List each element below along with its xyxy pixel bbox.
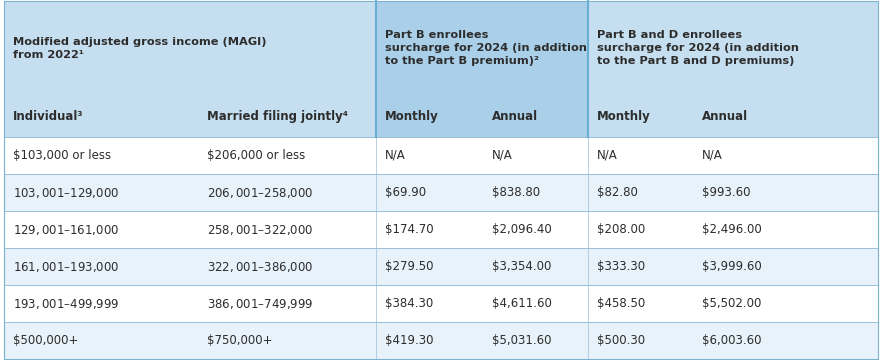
Bar	[4, 248, 878, 285]
Bar	[376, 96, 588, 137]
Text: $750,000+: $750,000+	[207, 334, 273, 347]
Text: N/A: N/A	[385, 149, 406, 162]
Text: N/A: N/A	[492, 149, 513, 162]
Bar	[588, 96, 878, 137]
Text: $838.80: $838.80	[492, 186, 540, 199]
Bar	[4, 137, 878, 174]
Text: $500.30: $500.30	[597, 334, 645, 347]
Text: $206,001–$258,000: $206,001–$258,000	[207, 185, 313, 199]
Text: $82.80: $82.80	[597, 186, 638, 199]
Text: $5,031.60: $5,031.60	[492, 334, 552, 347]
Text: $103,000 or less: $103,000 or less	[13, 149, 112, 162]
Bar	[4, 174, 878, 211]
Text: $3,354.00: $3,354.00	[492, 260, 552, 273]
Text: $4,611.60: $4,611.60	[492, 297, 552, 310]
Bar	[4, 96, 376, 137]
Text: $5,502.00: $5,502.00	[701, 297, 761, 310]
Text: $161,001–$193,000: $161,001–$193,000	[13, 260, 120, 274]
Text: $129,001–$161,000: $129,001–$161,000	[13, 222, 120, 237]
Text: $6,003.60: $6,003.60	[701, 334, 761, 347]
Text: Part B enrollees
surcharge for 2024 (in addition
to the Part B premium)²: Part B enrollees surcharge for 2024 (in …	[385, 31, 587, 66]
Text: $193,001–$499,999: $193,001–$499,999	[13, 297, 120, 311]
Bar	[588, 1, 878, 96]
Text: Monthly: Monthly	[597, 110, 650, 123]
Text: Part B and D enrollees
surcharge for 2024 (in addition
to the Part B and D premi: Part B and D enrollees surcharge for 202…	[597, 31, 799, 66]
Text: N/A: N/A	[701, 149, 722, 162]
Text: $174.70: $174.70	[385, 223, 433, 236]
Text: $458.50: $458.50	[597, 297, 645, 310]
Text: Modified adjusted gross income (MAGI)
from 2022¹: Modified adjusted gross income (MAGI) fr…	[13, 37, 267, 60]
Text: $2,096.40: $2,096.40	[492, 223, 552, 236]
Text: $2,496.00: $2,496.00	[701, 223, 761, 236]
Bar	[4, 1, 376, 96]
Text: $208.00: $208.00	[597, 223, 645, 236]
Text: $69.90: $69.90	[385, 186, 426, 199]
Text: $103,001–$129,000: $103,001–$129,000	[13, 185, 120, 199]
Text: $500,000+: $500,000+	[13, 334, 78, 347]
Text: Monthly: Monthly	[385, 110, 438, 123]
Text: Married filing jointly⁴: Married filing jointly⁴	[207, 110, 348, 123]
Text: $384.30: $384.30	[385, 297, 433, 310]
Text: N/A: N/A	[597, 149, 618, 162]
Text: $322,001–$386,000: $322,001–$386,000	[207, 260, 313, 274]
Text: $3,999.60: $3,999.60	[701, 260, 761, 273]
Text: $258,001–$322,000: $258,001–$322,000	[207, 222, 313, 237]
Text: Annual: Annual	[701, 110, 748, 123]
Bar	[4, 285, 878, 322]
Text: Individual³: Individual³	[13, 110, 84, 123]
Bar	[4, 211, 878, 248]
Text: Annual: Annual	[492, 110, 539, 123]
Text: $279.50: $279.50	[385, 260, 433, 273]
Text: $993.60: $993.60	[701, 186, 751, 199]
Bar	[4, 322, 878, 359]
Text: $419.30: $419.30	[385, 334, 433, 347]
Bar	[376, 1, 588, 96]
Text: $206,000 or less: $206,000 or less	[207, 149, 305, 162]
Text: $333.30: $333.30	[597, 260, 645, 273]
Text: $386,001–$749,999: $386,001–$749,999	[207, 297, 313, 311]
